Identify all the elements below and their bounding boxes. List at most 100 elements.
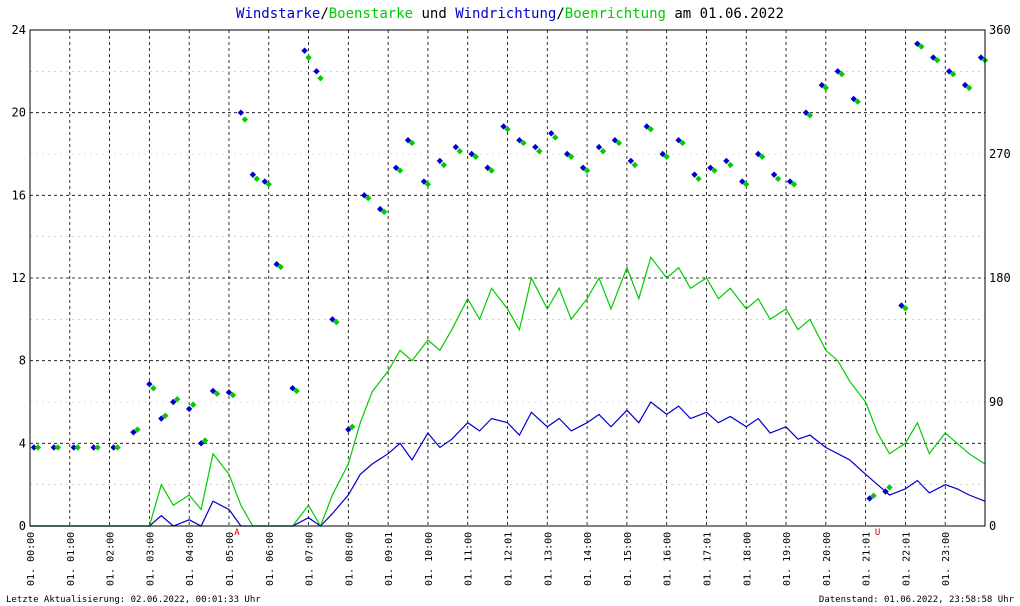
data-point-boenrichtung <box>902 305 909 312</box>
data-point-windrichtung <box>420 178 428 185</box>
data-point-windrichtung <box>158 415 165 422</box>
data-point-windrichtung <box>500 123 507 130</box>
x-tick-label: 01. 14:00 <box>583 532 594 586</box>
data-point-boenrichtung <box>965 84 973 92</box>
x-tick-label: 01. 18:00 <box>742 532 753 586</box>
data-point-boenrichtung <box>54 444 62 451</box>
data-point-boenrichtung <box>583 167 591 174</box>
x-tick-label: 01. 07:00 <box>305 532 316 586</box>
left-tick-label: 0 <box>19 519 26 533</box>
data-point-windrichtung <box>739 178 746 185</box>
data-point-boenrichtung <box>162 412 169 419</box>
title-part-7: am 01.06.2022 <box>666 6 784 22</box>
data-point-windrichtung <box>90 444 97 451</box>
data-point-windrichtung <box>197 440 205 447</box>
footer-last-update: Letzte Aktualisierung: 02.06.2022, 00:01… <box>6 595 261 605</box>
data-point-boenrichtung <box>317 75 324 82</box>
x-tick-label: 01. 20:00 <box>822 532 833 586</box>
data-point-boenrichtung <box>822 84 830 92</box>
data-point-boenrichtung <box>631 161 639 169</box>
data-point-windrichtung <box>643 123 650 130</box>
x-tick-label: 01. 05:00 <box>225 532 236 586</box>
data-point-windrichtung <box>392 164 400 171</box>
data-point-boenrichtung <box>727 161 734 169</box>
data-point-boenrichtung <box>440 161 448 169</box>
data-point-windrichtung <box>754 150 762 158</box>
title-part-5: / <box>556 6 564 22</box>
series-line-windstarke <box>30 401 986 527</box>
x-tick-label: 01. 04:00 <box>185 532 196 586</box>
data-point-boenrichtung <box>34 444 42 451</box>
right-tick-label: 360 <box>989 23 1011 37</box>
data-point-boenrichtung <box>241 116 249 123</box>
footer-data-status: Datenstand: 01.06.2022, 23:58:58 Uhr <box>819 595 1015 605</box>
data-point-boenrichtung <box>134 426 141 433</box>
right-tick-label: 270 <box>989 147 1011 161</box>
data-point-windrichtung <box>723 157 730 165</box>
data-point-boenrichtung <box>774 175 782 182</box>
data-point-windrichtung <box>110 444 117 451</box>
x-tick-label: 01. 02:00 <box>106 532 117 586</box>
data-point-windrichtung <box>301 47 308 54</box>
data-point-boenrichtung <box>189 401 197 408</box>
x-tick-label: 01. 10:00 <box>424 532 435 586</box>
data-point-windrichtung <box>313 68 320 75</box>
data-point-windrichtung <box>70 444 77 451</box>
data-point-boenrichtung <box>838 70 845 78</box>
data-point-boenrichtung <box>174 396 181 403</box>
left-tick-label: 12 <box>12 271 26 285</box>
x-tick-label: 01. 03:00 <box>145 532 156 586</box>
axes: A U 0 4 8 12 16 20 24 0 90 180 270 360 01. 00:00 01. 01… <box>12 23 1011 586</box>
x-tick-label: 01. 16:00 <box>663 532 674 586</box>
data-point-boenrichtung <box>552 134 559 141</box>
data-point-windrichtung <box>468 150 475 158</box>
data-point-windrichtung <box>707 164 714 171</box>
data-point-boenrichtung <box>504 126 511 133</box>
data-point-windrichtung <box>532 143 539 151</box>
x-tick-label: 01. 00:00 <box>26 532 37 586</box>
x-tick-label: 01. 22:01 <box>901 532 912 586</box>
data-point-boenrichtung <box>790 181 798 188</box>
data-point-windrichtung <box>802 109 810 116</box>
data-point-boenrichtung <box>695 175 702 182</box>
data-point-boenrichtung <box>663 153 670 160</box>
data-point-windrichtung <box>611 137 619 144</box>
data-point-windrichtung <box>452 143 459 151</box>
data-point-windrichtung <box>691 171 698 178</box>
data-point-boenrichtung <box>536 148 543 155</box>
plot-frame <box>29 29 986 527</box>
title-part-6: Boenrichtung <box>565 6 666 22</box>
left-tick-label: 4 <box>19 436 26 450</box>
data-point-windrichtung <box>225 389 233 396</box>
data-point-windrichtung <box>50 444 58 451</box>
data-point-windrichtung <box>627 157 635 165</box>
data-point-windrichtung <box>818 81 826 89</box>
data-point-boenrichtung <box>424 181 432 188</box>
data-point-boenrichtung <box>918 43 925 50</box>
data-point-windrichtung <box>563 150 571 158</box>
data-point-boenrichtung <box>472 153 479 160</box>
data-point-boenrichtung <box>520 139 527 147</box>
data-point-windrichtung <box>289 385 296 392</box>
data-point-windrichtung <box>579 164 587 171</box>
data-point-boenrichtung <box>934 57 941 64</box>
data-point-boenrichtung <box>854 98 861 105</box>
left-tick-label: 16 <box>12 188 26 202</box>
x-tick-label: 01. 15:00 <box>623 532 634 586</box>
data-point-boenrichtung <box>743 181 750 188</box>
data-point-boenrichtung <box>94 444 101 451</box>
data-point-windrichtung <box>170 398 177 406</box>
plot-area <box>30 40 989 528</box>
title-part-3: und <box>413 6 455 22</box>
title-part-1: / <box>320 6 328 22</box>
marker-label: A <box>234 528 240 538</box>
title-part-4: Windrichtung <box>455 6 556 22</box>
data-point-boenrichtung <box>567 153 575 160</box>
data-point-boenrichtung <box>265 181 272 188</box>
data-point-windrichtung <box>945 68 953 75</box>
data-point-boenrichtung <box>949 70 957 78</box>
data-point-boenrichtung <box>277 263 284 271</box>
data-point-windrichtung <box>659 150 666 158</box>
data-point-boenrichtung <box>806 112 814 119</box>
